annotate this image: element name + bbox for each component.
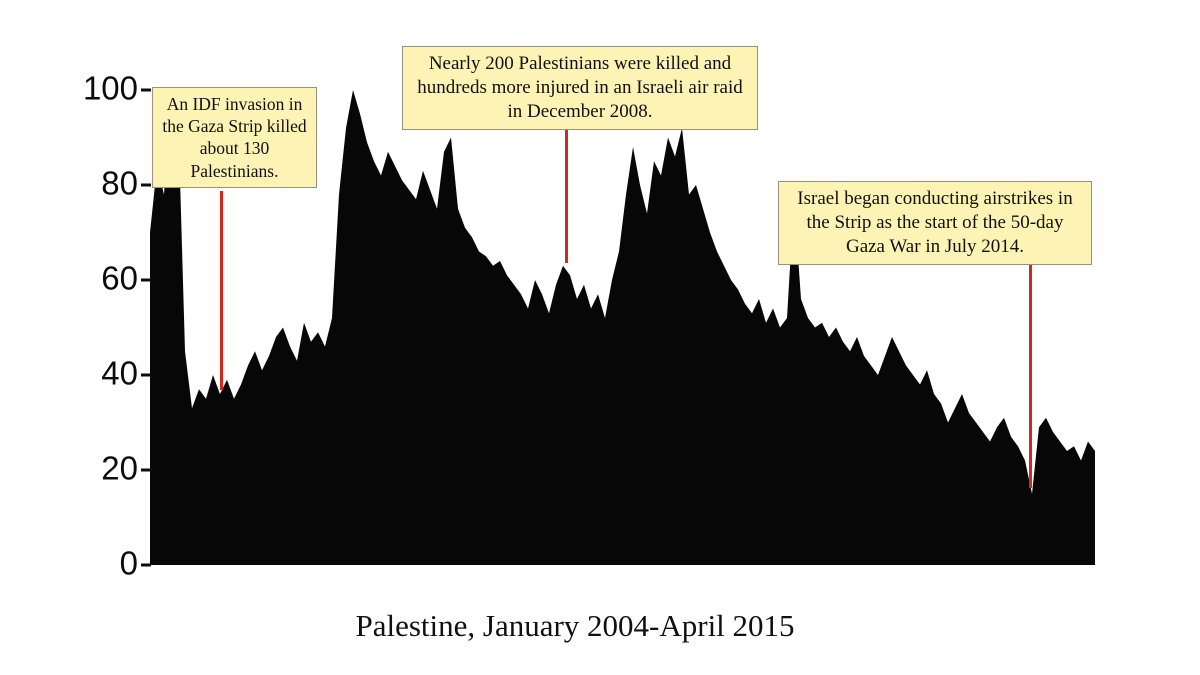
y-tick-mark: [141, 563, 151, 567]
annotation-box-1: An IDF invasion in the Gaza Strip killed…: [152, 87, 317, 188]
y-tick-mark: [141, 278, 151, 282]
annotation-box-3: Israel began conducting airstrikes in th…: [778, 181, 1092, 266]
annotation-box-2: Nearly 200 Palestinians were killed and …: [402, 46, 758, 131]
y-tick-mark: [141, 373, 151, 377]
y-tick-label-0: 0: [119, 544, 138, 582]
y-tick-label-20: 20: [101, 449, 138, 487]
area-chart-svg: [150, 90, 1095, 565]
chart-title: Palestine, January 2004-April 2015: [355, 608, 795, 643]
y-tick-label-60: 60: [101, 259, 138, 297]
y-tick-mark: [141, 468, 151, 472]
y-tick-mark: [141, 183, 151, 187]
annotation-pointer-2: [565, 128, 568, 263]
plot-area: [150, 90, 1095, 565]
annotation-pointer-3: [1029, 263, 1032, 488]
y-tick-mark: [141, 88, 151, 92]
y-tick-label-100: 100: [82, 69, 138, 107]
annotation-pointer-1: [220, 191, 223, 390]
y-tick-label-80: 80: [101, 164, 138, 202]
y-tick-label-40: 40: [101, 354, 138, 392]
